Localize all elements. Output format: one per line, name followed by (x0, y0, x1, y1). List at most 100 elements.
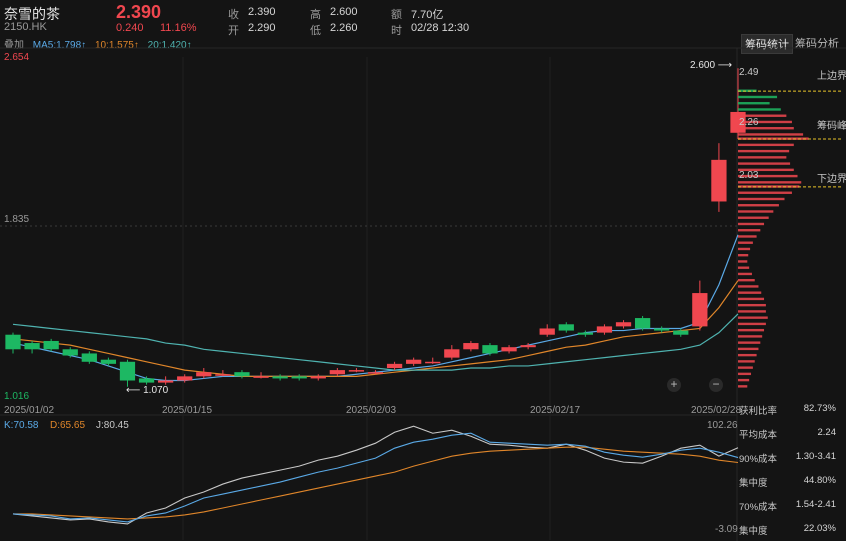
close-value: 2.390 (248, 6, 276, 18)
chip-upper-price: 2.49 (739, 67, 759, 78)
candle-body (215, 374, 231, 376)
stat-label: 获利比率 (739, 406, 778, 417)
chip-bar (738, 162, 791, 165)
chip-bar (738, 149, 790, 153)
candle-body (62, 349, 78, 356)
kdj-bottom: -3.09 (715, 524, 738, 535)
chip-bar (738, 360, 755, 363)
date-label: 2025/01/02 (4, 405, 55, 416)
candle-body (654, 328, 670, 331)
time-value: 02/28 12:30 (411, 22, 470, 34)
chip-bar (738, 229, 761, 232)
chip-bar (738, 385, 748, 388)
candle-body (596, 326, 613, 333)
date-label: 2025/02/28 (691, 405, 742, 416)
chip-bar (738, 347, 759, 351)
chip-bar (738, 272, 752, 276)
candle-body (711, 159, 727, 202)
zoom-out-button[interactable]: − (709, 378, 723, 392)
high-marker-value: 2.600 (690, 60, 716, 71)
chip-bar (738, 322, 766, 326)
chip-bar (738, 174, 798, 178)
candle-body (272, 376, 288, 379)
chip-bar (738, 254, 749, 257)
candle-body (196, 372, 212, 377)
chip-bar (738, 156, 787, 159)
candle-body (43, 340, 59, 350)
ma20-value: 20:1.420↑ (147, 40, 192, 51)
candle-body (177, 376, 193, 381)
close-label: 收 (228, 9, 239, 21)
candle-body (24, 343, 40, 350)
y-axis-mid: 1.835 (4, 214, 30, 225)
ma5-line (12, 234, 739, 382)
ma20-line (12, 313, 739, 371)
chip-bar (738, 328, 765, 332)
candle-body (444, 349, 460, 358)
stat-value: 2.24 (817, 427, 837, 438)
chip-peak-label: 筹码峰 (817, 121, 846, 132)
chip-bar (738, 316, 768, 319)
chip-bar (738, 114, 787, 117)
low-marker: ⟵ 1.070 (126, 385, 169, 396)
candle-body (291, 376, 307, 379)
date-label: 2025/02/17 (530, 405, 581, 416)
chip-bar (738, 285, 759, 288)
chip-bar (738, 222, 765, 226)
kdj-j: J:80.45 (96, 420, 129, 431)
amount-value: 7.70亿 (411, 9, 444, 21)
chip-bar (738, 197, 785, 201)
date-label: 2025/01/15 (162, 405, 213, 416)
candle-body (138, 378, 155, 383)
chip-bar (738, 266, 750, 269)
time-label: 时 (391, 25, 402, 37)
kdj-d-line (13, 446, 739, 520)
overlay-button[interactable]: 叠加 (4, 40, 24, 51)
candle-body (158, 380, 174, 383)
kdj-d: D:65.65 (50, 420, 86, 431)
stat-value: 82.73% (803, 403, 836, 414)
tab-chip-analysis[interactable]: 筹码分析 (795, 38, 839, 50)
chip-bar (738, 108, 781, 111)
date-label: 2025/02/03 (346, 405, 397, 416)
kdj-top: 102.26 (707, 420, 738, 431)
chip-bar (738, 247, 751, 251)
chip-bar (738, 297, 765, 301)
candle-body (5, 334, 21, 350)
candle-body (310, 376, 326, 379)
candle-body (673, 330, 689, 335)
kdj-k: K:70.58 (4, 420, 39, 431)
stat-label: 70%成本 (739, 502, 778, 513)
chip-bar (738, 216, 769, 219)
high-label: 高 (310, 9, 321, 21)
low-label: 低 (310, 25, 321, 37)
chip-bar (738, 335, 763, 338)
chip-upper-label: 上边界 (817, 71, 846, 82)
stat-label: 90%成本 (739, 454, 778, 465)
stat-value: 1.54-2.41 (795, 499, 836, 510)
chip-bar (738, 191, 792, 194)
low-marker-value: 1.070 (143, 385, 169, 396)
stat-label: 平均成本 (739, 430, 778, 441)
high-marker: 2.600 ⟶ (690, 60, 733, 71)
ma-legend: 叠加 MA5:1.798↑ 10:1.575↑ 20:1.420↑ (4, 36, 198, 51)
stat-value: 44.80% (803, 475, 836, 486)
chip-bar (738, 260, 748, 263)
chip-bar (738, 120, 792, 124)
chip-bar (738, 102, 770, 105)
candle-body (234, 372, 250, 377)
candle-body (501, 347, 517, 352)
stat-value: 22.03% (803, 523, 836, 534)
stat-value: 1.30-3.41 (795, 451, 836, 462)
candle-body (386, 363, 403, 369)
chip-lower-label: 下边界 (817, 174, 846, 185)
candle-body (425, 361, 441, 364)
chip-bar (738, 143, 794, 147)
candle-body (100, 359, 117, 364)
stock-code: 2150.HK (4, 21, 47, 33)
zoom-in-button[interactable]: + (667, 378, 681, 392)
candle-body (539, 328, 555, 335)
chip-bar (738, 210, 774, 213)
chip-bar (738, 89, 757, 92)
